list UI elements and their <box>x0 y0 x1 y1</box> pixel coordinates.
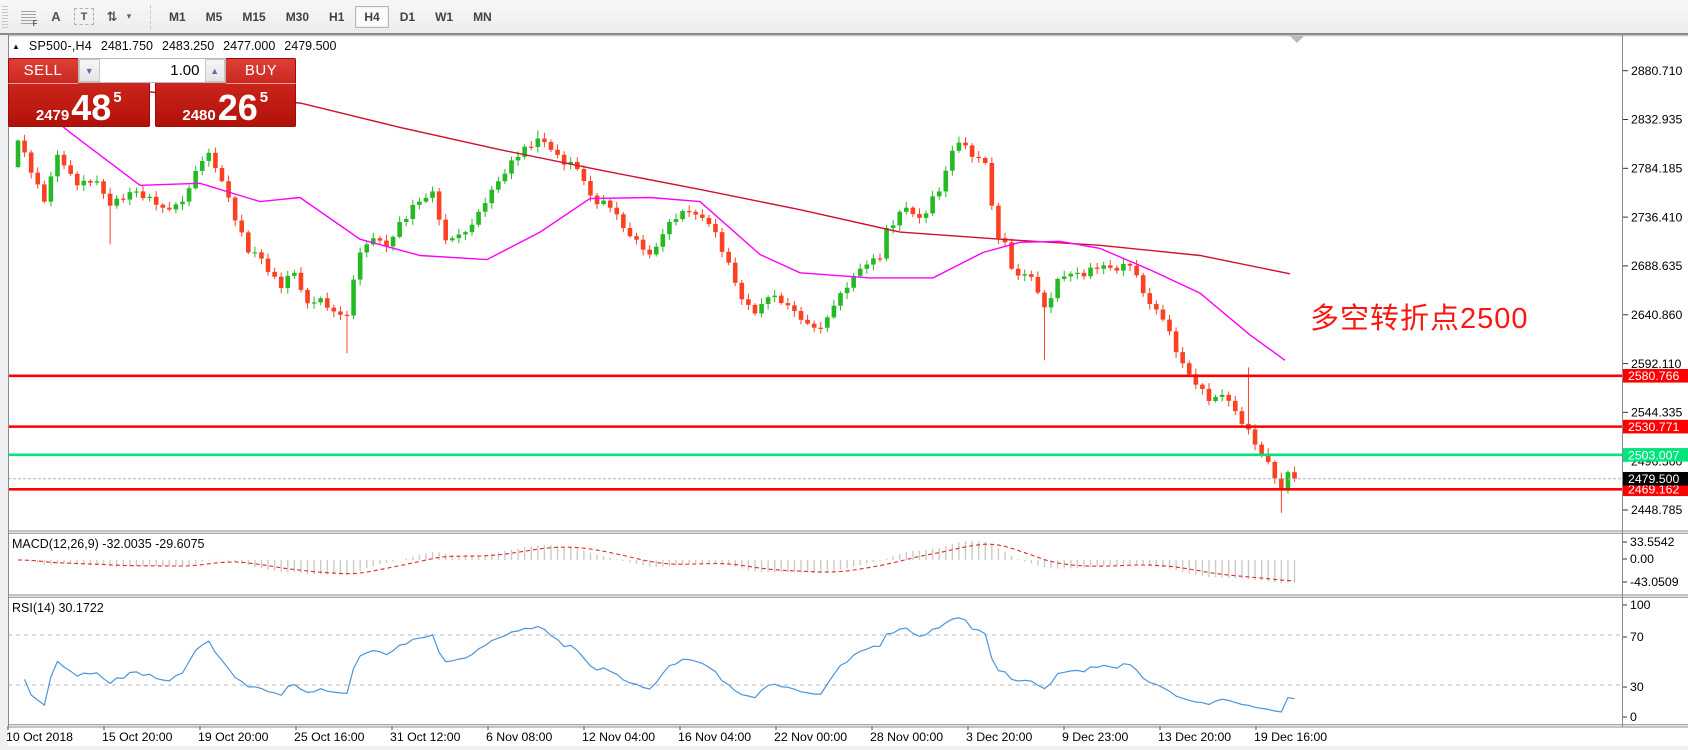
svg-text:2640.860: 2640.860 <box>1631 308 1682 322</box>
svg-text:30: 30 <box>1630 680 1644 694</box>
macd-axis: 33.5542 0.00 -43.0509 <box>1623 535 1679 589</box>
svg-text:2580.766: 2580.766 <box>1628 369 1679 383</box>
svg-text:70: 70 <box>1630 630 1644 644</box>
sell-button[interactable]: SELL <box>8 58 78 84</box>
quote-high: 2483.250 <box>162 39 215 53</box>
svg-text:-43.0509: -43.0509 <box>1630 575 1679 589</box>
macd-signal-line <box>17 543 1295 582</box>
svg-text:2503.007: 2503.007 <box>1628 448 1679 462</box>
text-label-glyph: A <box>51 9 61 24</box>
svg-text:6 Nov 08:00: 6 Nov 08:00 <box>486 730 552 744</box>
candles-layer <box>15 130 1297 513</box>
rsi-indicator-label: RSI(14) 30.1722 <box>12 601 104 615</box>
svg-text:12 Nov 04:00: 12 Nov 04:00 <box>582 730 655 744</box>
svg-text:2736.410: 2736.410 <box>1631 210 1682 224</box>
timeframe-button-W1[interactable]: W1 <box>435 9 454 24</box>
svg-text:13 Dec 20:00: 13 Dec 20:00 <box>1158 730 1231 744</box>
timeframe-button-H1[interactable]: H1 <box>329 9 345 24</box>
ma-fast-line[interactable] <box>7 81 1286 361</box>
buy-price-small: 2480 <box>182 107 216 124</box>
svg-text:31 Oct 12:00: 31 Oct 12:00 <box>390 730 461 744</box>
timeframe-toolbar: M1 M5 M15 M30 H1 H4 D1 W1 MN <box>159 0 502 33</box>
timeframe-button-M1[interactable]: M1 <box>169 9 186 24</box>
svg-text:9 Dec 23:00: 9 Dec 23:00 <box>1062 730 1128 744</box>
svg-text:2479.500: 2479.500 <box>1628 472 1679 486</box>
svg-text:15 Oct 20:00: 15 Oct 20:00 <box>102 730 173 744</box>
buy-price-display[interactable]: 2480 26 5 <box>155 84 297 127</box>
expand-panel-icon[interactable]: ▲ <box>12 41 20 51</box>
quote-open: 2481.750 <box>100 39 154 53</box>
svg-text:19 Dec 16:00: 19 Dec 16:00 <box>1254 730 1327 744</box>
svg-text:100: 100 <box>1630 598 1651 612</box>
volume-increase-button[interactable]: ▲ <box>204 59 225 82</box>
rsi-axis: 100 70 30 0 <box>1623 598 1651 724</box>
svg-text:2469.162: 2469.162 <box>1628 483 1679 497</box>
chart-title: ▲ SP500-,H4 2481.750 2483.250 2477.000 2… <box>12 39 336 53</box>
sell-price-sup: 5 <box>113 89 122 106</box>
autoscroll-marker-icon[interactable] <box>1290 36 1304 43</box>
cycle-arrows-glyph: ⇅ <box>106 8 118 24</box>
timeframe-button-M5[interactable]: M5 <box>205 9 223 24</box>
svg-text:33.5542: 33.5542 <box>1630 535 1675 549</box>
toolbar-separator <box>150 4 151 29</box>
top-toolbar: F A T ⇅ ▾ M1 M5 M15 M30 H1 H4 D1 W1 MN <box>0 0 1688 33</box>
expert-grid-icon[interactable]: F <box>18 5 38 29</box>
svg-text:2544.335: 2544.335 <box>1631 406 1682 420</box>
macd-indicator-label: MACD(12,26,9) -32.0035 -29.6075 <box>12 537 205 551</box>
svg-text:0.00: 0.00 <box>1630 552 1654 566</box>
svg-text:2530.771: 2530.771 <box>1628 420 1679 434</box>
quote-close: 2479.500 <box>284 39 337 53</box>
svg-text:2688.635: 2688.635 <box>1631 259 1682 273</box>
svg-text:25 Oct 16:00: 25 Oct 16:00 <box>294 730 365 744</box>
svg-text:0: 0 <box>1630 710 1637 724</box>
current-price-label <box>1623 471 1688 486</box>
timeframe-button-M15[interactable]: M15 <box>242 9 266 24</box>
rsi-line <box>24 617 1295 713</box>
svg-text:2592.110: 2592.110 <box>1631 357 1682 371</box>
svg-text:2448.785: 2448.785 <box>1631 503 1682 517</box>
cycle-arrows-icon[interactable]: ⇅ <box>102 5 122 29</box>
volume-decrease-button[interactable]: ▼ <box>79 59 100 82</box>
text-label-icon[interactable]: A <box>46 5 66 29</box>
svg-text:19 Oct 20:00: 19 Oct 20:00 <box>198 730 269 744</box>
svg-text:22 Nov 00:00: 22 Nov 00:00 <box>774 730 847 744</box>
svg-text:2880.710: 2880.710 <box>1631 64 1682 78</box>
timeframe-button-D1[interactable]: D1 <box>399 9 416 24</box>
time-axis[interactable]: 10 Oct 2018 15 Oct 20:00 19 Oct 20:00 25 Oc… <box>6 726 1327 744</box>
volume-stepper: ▼ ▲ <box>78 58 226 83</box>
svg-text:16 Nov 04:00: 16 Nov 04:00 <box>678 730 751 744</box>
svg-text:3 Dec 20:00: 3 Dec 20:00 <box>966 730 1032 744</box>
text-box-icon[interactable]: T <box>74 8 94 25</box>
svg-text:2784.185: 2784.185 <box>1631 162 1682 176</box>
horizontal-level-lines[interactable] <box>8 374 1623 491</box>
dropdown-caret-icon[interactable]: ▾ <box>124 5 134 29</box>
sell-price-big: 48 <box>71 87 112 129</box>
buy-button[interactable]: BUY <box>226 58 296 84</box>
svg-text:10 Oct 2018: 10 Oct 2018 <box>6 730 73 744</box>
timeframe-button-H4[interactable]: H4 <box>355 5 389 28</box>
grid-dots-icon: F <box>20 9 38 28</box>
text-box-glyph: T <box>80 10 88 23</box>
buy-price-big: 26 <box>217 87 258 129</box>
sell-price-display[interactable]: 2479 48 5 <box>8 84 150 127</box>
price-axis[interactable]: 2880.710 2832.935 2784.185 2736.410 2688.635… <box>1623 64 1688 517</box>
quote-low: 2477.000 <box>223 39 276 53</box>
time-axis-bg <box>8 726 1688 746</box>
symbol-period-label: SP500-,H4 <box>28 39 92 53</box>
buy-price-sup: 5 <box>259 89 269 106</box>
chart-panes-bg <box>8 35 1688 726</box>
sell-price-small: 2479 <box>35 107 70 124</box>
toolbar-grip[interactable] <box>2 5 8 28</box>
timeframe-button-M30[interactable]: M30 <box>285 9 310 24</box>
volume-input[interactable] <box>99 59 205 82</box>
chart-annotation-text[interactable]: 多空转折点2500 <box>1310 303 1529 335</box>
timeframe-button-MN[interactable]: MN <box>473 9 492 24</box>
svg-text:28 Nov 00:00: 28 Nov 00:00 <box>870 730 943 744</box>
caret-glyph: ▾ <box>126 11 132 21</box>
svg-text:2832.935: 2832.935 <box>1631 113 1682 127</box>
